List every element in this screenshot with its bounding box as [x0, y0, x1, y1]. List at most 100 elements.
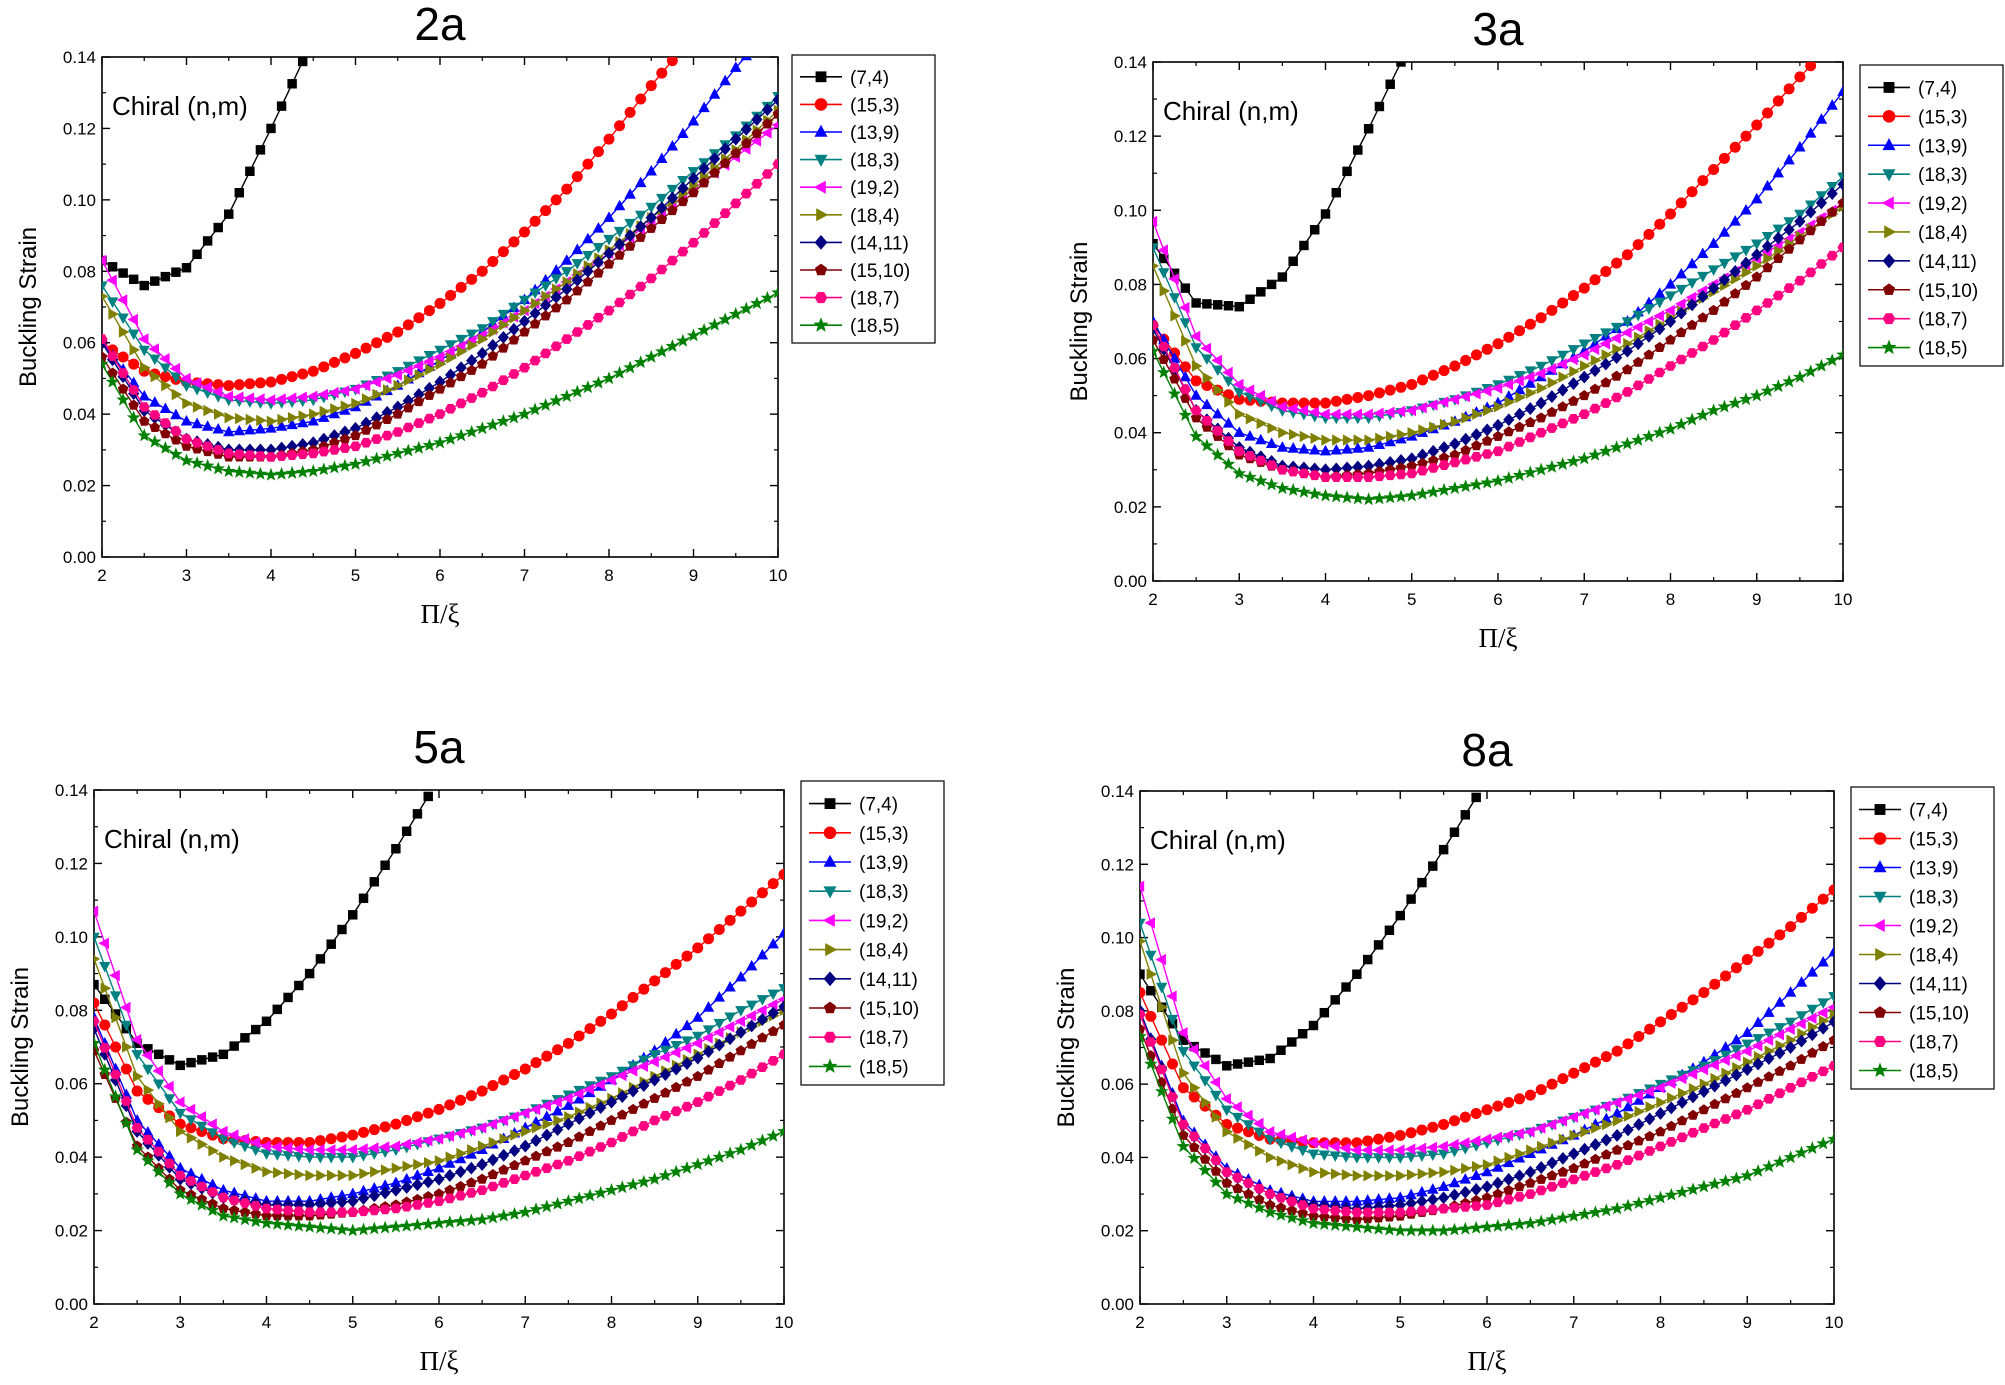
- data-point: [1772, 231, 1784, 245]
- data-point: [175, 1060, 185, 1071]
- data-point: [1188, 1131, 1200, 1142]
- data-point: [1482, 1159, 1494, 1171]
- data-point: [1179, 318, 1192, 329]
- data-point: [602, 371, 616, 385]
- data-point: [221, 464, 236, 478]
- data-point: [1289, 428, 1300, 441]
- data-point: [1308, 443, 1321, 455]
- data-point: [1254, 389, 1265, 402]
- data-point: [119, 1116, 134, 1129]
- y-tick-label: 0.08: [55, 1001, 88, 1020]
- data-point: [709, 218, 721, 228]
- data-point: [521, 1125, 532, 1138]
- data-point: [1740, 256, 1752, 270]
- data-point: [1708, 304, 1719, 315]
- data-point: [1169, 362, 1181, 373]
- data-point: [254, 393, 265, 405]
- series-line: [94, 873, 784, 1144]
- data-point: [519, 1170, 531, 1181]
- data-point: [1383, 406, 1395, 419]
- data-point: [1806, 902, 1818, 914]
- data-point: [1386, 430, 1397, 443]
- data-point: [423, 350, 436, 362]
- data-point: [1235, 408, 1246, 420]
- data-point: [1275, 1192, 1287, 1203]
- data-point: [626, 1065, 638, 1077]
- data-point: [1524, 366, 1537, 377]
- data-point: [207, 1187, 219, 1197]
- data-point: [358, 1126, 370, 1138]
- data-point: [687, 237, 700, 248]
- data-point: [1795, 1011, 1808, 1022]
- data-point: [119, 1001, 131, 1014]
- x-tick-label: 9: [1752, 590, 1761, 609]
- data-point: [1697, 341, 1709, 352]
- data-point: [648, 1050, 661, 1061]
- data-point: [1524, 1126, 1535, 1138]
- data-point: [1191, 298, 1201, 308]
- data-point: [1168, 1034, 1179, 1046]
- data-point: [131, 1050, 143, 1061]
- legend-item: (18,7): [800, 289, 900, 310]
- data-point: [1222, 376, 1235, 388]
- circle-icon: [1882, 110, 1896, 123]
- data-point: [552, 1159, 564, 1170]
- data-point: [656, 264, 668, 275]
- data-point: [635, 231, 646, 242]
- data-point: [1265, 395, 1276, 407]
- data-point: [571, 171, 583, 183]
- data-point: [1729, 1171, 1744, 1185]
- data-point: [433, 435, 447, 449]
- data-point: [1730, 1033, 1743, 1045]
- diamond-icon: [1882, 253, 1896, 269]
- data-point: [367, 1221, 382, 1235]
- data-point: [1664, 304, 1675, 317]
- circle-icon: [1873, 832, 1887, 845]
- data-point: [138, 415, 150, 426]
- data-point: [1697, 312, 1709, 323]
- data-point: [1665, 1009, 1677, 1021]
- data-point: [1750, 192, 1763, 204]
- data-point: [357, 1192, 370, 1205]
- data-point: [530, 297, 542, 310]
- data-point: [434, 1155, 446, 1167]
- data-point: [499, 1133, 511, 1145]
- data-point: [1341, 982, 1351, 992]
- data-point: [1472, 408, 1483, 420]
- legend-item: (14,11): [1868, 252, 1977, 273]
- data-point: [681, 950, 693, 962]
- data-point: [238, 1212, 252, 1226]
- data-point: [1470, 451, 1482, 462]
- data-point: [1686, 186, 1698, 198]
- data-point: [1407, 426, 1419, 439]
- data-point: [1231, 1101, 1242, 1113]
- data-point: [1461, 1162, 1472, 1175]
- data-point: [202, 441, 214, 452]
- data-point: [1429, 421, 1440, 433]
- data-point: [1512, 1217, 1527, 1231]
- data-point: [1448, 1138, 1459, 1151]
- data-point: [1416, 1194, 1428, 1208]
- data-point: [348, 457, 363, 470]
- data-point: [562, 1099, 575, 1110]
- data-point: [562, 1037, 574, 1049]
- data-point: [1633, 1135, 1645, 1146]
- legend: (7,4)(15,3)(13,9)(18,3)(19,2)(18,4)(14,1…: [1859, 64, 2004, 367]
- data-point: [518, 295, 531, 307]
- data-point: [163, 1080, 174, 1093]
- chart-title: 5a: [413, 721, 465, 773]
- data-point: [1469, 477, 1484, 491]
- data-point: [149, 354, 161, 366]
- data-point: [1503, 441, 1515, 452]
- data-point: [1729, 141, 1741, 153]
- data-point: [573, 1030, 585, 1042]
- data-point: [1664, 278, 1677, 289]
- data-point: [369, 877, 380, 887]
- data-point: [1351, 491, 1365, 505]
- data-point: [1286, 402, 1298, 415]
- data-point: [681, 1057, 693, 1070]
- data-point: [102, 351, 108, 362]
- data-point: [1328, 1218, 1342, 1232]
- data-point: [422, 1198, 434, 1208]
- data-point: [243, 392, 255, 404]
